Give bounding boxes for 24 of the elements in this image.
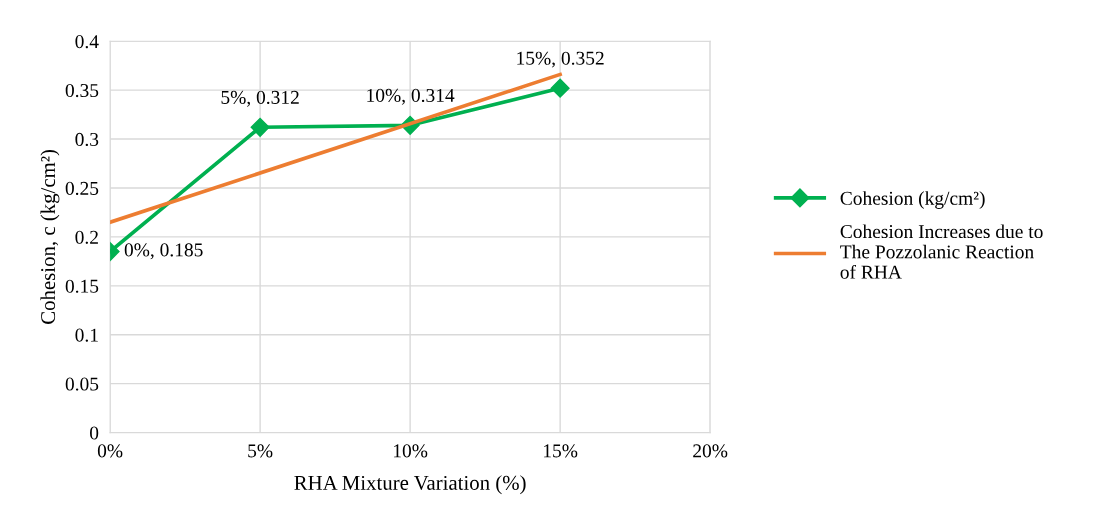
data-label: 15%, 0.352	[517, 51, 604, 68]
x-tick-label: 20%	[693, 444, 728, 458]
legend-label: Cohesion Increases due to The Pozzolanic Reaction of RHA	[840, 224, 1043, 279]
y-tick-label: 0.25	[65, 181, 99, 195]
y-tick-label: 0.05	[65, 377, 99, 391]
y-tick-label: 0.4	[75, 35, 99, 49]
x-tick-label: 10%	[394, 444, 428, 458]
x-axis-title: RHA Mixture Variation (%)	[294, 475, 526, 495]
x-tick-label: 5%	[248, 444, 273, 458]
x-tick-label: 0%	[97, 444, 123, 458]
point	[250, 117, 270, 137]
y-tick-label: 0.35	[65, 83, 99, 98]
data-label: 5%, 0.312	[221, 90, 299, 107]
point	[550, 78, 570, 98]
data-label: 10%, 0.314	[367, 88, 455, 105]
y-axis-title: Cohesion, c (kg/cm²)	[40, 149, 60, 324]
y-tick-label: 0.1	[75, 328, 98, 342]
y-tick-label: 0.3	[75, 132, 99, 147]
x-tick-label: 15%	[544, 444, 578, 458]
legend-label: Cohesion (kg/cm²)	[840, 191, 985, 209]
y-tick-label: 0	[90, 426, 99, 440]
data-label: 0%, 0.185	[124, 243, 203, 260]
y-tick-label: 0.15	[65, 279, 99, 293]
y-tick-label: 0.2	[75, 230, 98, 244]
